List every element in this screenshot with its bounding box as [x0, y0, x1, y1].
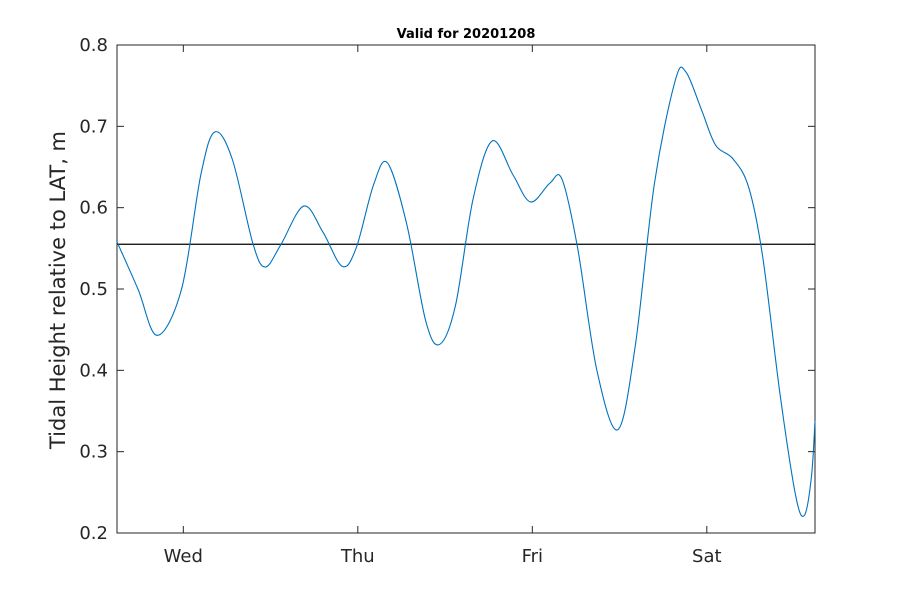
- x-tick-label: Fri: [522, 546, 543, 567]
- y-tick-label: 0.5: [79, 279, 108, 300]
- chart-title: Valid for 20201208: [397, 27, 536, 42]
- y-tick-label: 0.8: [79, 35, 108, 56]
- x-tick-label: Sat: [692, 546, 722, 567]
- y-tick-label: 0.3: [79, 442, 108, 463]
- plot-area: 0.2 0.3 0.4 0.5 0.6 0.7 0.8 Wed Thu Fri Sat: [79, 35, 816, 567]
- y-axis-label: Tidal Height relative to LAT, m: [46, 131, 70, 450]
- y-tick-label: 0.4: [79, 360, 108, 381]
- x-tick-label: Thu: [340, 546, 375, 567]
- y-tick-label: 0.2: [79, 523, 108, 544]
- x-tick-label: Wed: [164, 546, 203, 567]
- y-tick-label: 0.7: [79, 116, 108, 137]
- tide-series-line: [116, 66, 816, 517]
- y-tick-label: 0.6: [79, 198, 108, 219]
